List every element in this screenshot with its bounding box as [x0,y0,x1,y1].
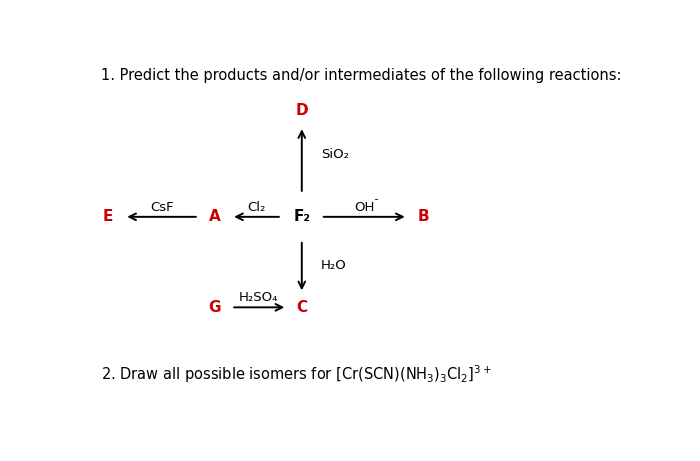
Text: C: C [296,300,307,315]
Text: D: D [295,103,308,118]
Text: OH: OH [354,201,374,214]
Text: B: B [418,209,430,225]
Text: Cl₂: Cl₂ [248,201,266,214]
Text: 2. Draw all possible isomers for [Cr(SCN)(NH$_3$)$_3$Cl$_2$]$^{3+}$: 2. Draw all possible isomers for [Cr(SCN… [101,363,492,385]
Text: G: G [209,300,221,315]
Text: ˉ: ˉ [374,199,379,209]
Text: F₂: F₂ [293,209,310,225]
Text: 1. Predict the products and/or intermediates of the following reactions:: 1. Predict the products and/or intermedi… [101,68,622,83]
Text: H₂O: H₂O [321,259,346,272]
Text: H₂SO₄: H₂SO₄ [239,291,278,304]
Text: SiO₂: SiO₂ [321,148,349,161]
Text: CsF: CsF [150,201,174,214]
Text: A: A [209,209,221,225]
Text: E: E [103,209,113,225]
